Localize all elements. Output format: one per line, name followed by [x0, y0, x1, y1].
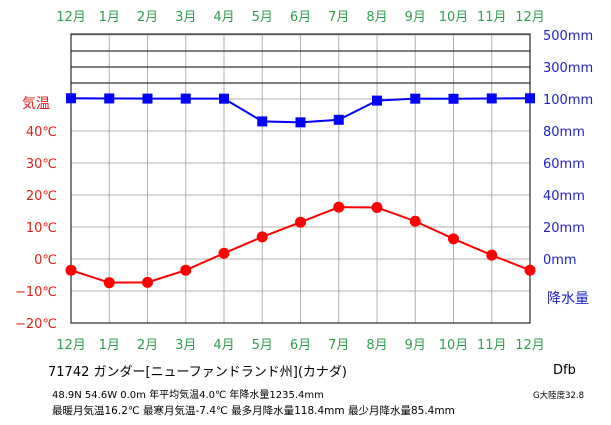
precipitation-point: [180, 93, 191, 104]
precipitation-point: [333, 114, 344, 125]
month-label-bottom: 1月: [99, 338, 120, 353]
data-series: [65, 93, 536, 289]
precipitation-point: [410, 93, 421, 104]
temperature-point: [218, 247, 230, 259]
station-title: 71742 ガンダー[ニューファンドランド州](カナダ): [48, 365, 347, 380]
month-label-bottom: 10月: [439, 338, 469, 353]
month-label-top: 3月: [175, 10, 196, 25]
precipitation-point: [257, 116, 268, 127]
month-label-top: 8月: [366, 10, 387, 25]
temperature-point: [65, 264, 77, 276]
precipitation-axis-title: 降水量: [547, 291, 589, 307]
precipitation-tick-label: 40mm: [543, 189, 585, 204]
temperature-point: [295, 216, 306, 228]
month-label-top: 7月: [328, 10, 349, 25]
precipitation-point: [448, 93, 459, 104]
precipitation-point: [219, 93, 229, 104]
month-label-bottom: 9月: [405, 338, 426, 353]
temperature-point: [448, 233, 459, 245]
continentality-index: G大陸度32.8: [533, 391, 585, 401]
temperature-tick-label: 30℃: [26, 157, 57, 172]
precipitation-tick-label: 500mm: [543, 29, 593, 44]
temperature-point: [486, 249, 498, 261]
precipitation-tick-label: 80mm: [543, 125, 585, 140]
temperature-axis-ticks: 40℃ 30℃ 20℃ 10℃ 0℃ −10℃ −20℃: [15, 125, 57, 332]
climate-classification: Dfb: [553, 363, 576, 378]
precipitation-point: [372, 95, 382, 106]
month-label-bottom: 4月: [213, 338, 234, 353]
temperature-point: [142, 276, 153, 288]
precipitation-point: [104, 93, 115, 104]
month-label-top: 11月: [477, 10, 507, 25]
month-label-bottom: 3月: [175, 338, 196, 353]
precipitation-point: [142, 93, 153, 104]
month-label-bottom: 6月: [290, 338, 311, 353]
station-extremes-summary: 最暖月気温16.2℃ 最寒月気温-7.4℃ 最多月降水量118.4mm 最少月降…: [52, 405, 455, 417]
month-label-top: 6月: [290, 10, 311, 25]
month-label-bottom: 5月: [252, 338, 273, 353]
month-label-top: 12月: [515, 10, 545, 25]
month-label-bottom: 12月: [56, 338, 86, 353]
temperature-tick-label: 0℃: [34, 253, 57, 268]
precipitation-tick-label: 300mm: [543, 61, 593, 76]
temperature-point: [371, 201, 383, 213]
precipitation-point: [66, 93, 76, 104]
temperature-point: [333, 201, 345, 213]
precipitation-axis-ticks: 500mm 300mm 100mm 80mm 60mm 40mm 20mm 0mm: [543, 29, 593, 268]
precipitation-tick-label: 60mm: [543, 157, 585, 172]
month-label-top: 9月: [405, 10, 426, 25]
grid-lines: [70, 34, 531, 324]
month-label-top: 5月: [252, 10, 273, 25]
precipitation-tick-label: 100mm: [543, 93, 593, 108]
plot-frame: [70, 33, 531, 324]
month-label-bottom: 11月: [477, 338, 507, 353]
month-label-top: 10月: [439, 10, 469, 25]
month-label-top: 12月: [56, 10, 86, 25]
month-labels-top: 12月 1月 2月 3月 4月 5月 6月 7月 8月 9月 10月 11月 12月: [56, 10, 545, 25]
precipitation-tick-label: 20mm: [543, 221, 585, 236]
temperature-tick-label: 10℃: [26, 221, 57, 236]
temperature-tick-label: 40℃: [26, 125, 57, 140]
precipitation-point: [295, 117, 306, 128]
temperature-axis-title: 気温: [22, 96, 50, 112]
month-label-top: 1月: [99, 10, 120, 25]
temperature-tick-label: −10℃: [15, 285, 57, 300]
month-label-bottom: 12月: [515, 338, 545, 353]
precipitation-point: [525, 93, 535, 104]
precipitation-tick-label: 0mm: [543, 253, 577, 268]
month-labels-bottom: 12月 1月 2月 3月 4月 5月 6月 7月 8月 9月 10月 11月 12月: [56, 338, 545, 353]
temperature-point: [103, 277, 115, 289]
month-label-bottom: 7月: [328, 338, 349, 353]
temperature-tick-label: −20℃: [15, 317, 57, 332]
station-coords-summary: 48.9N 54.6W 0.0m 年平均気温4.0℃ 年降水量1235.4mm: [52, 390, 324, 401]
month-label-top: 2月: [137, 10, 158, 25]
temperature-tick-label: 20℃: [26, 189, 57, 204]
temperature-point: [180, 264, 192, 276]
month-label-bottom: 2月: [137, 338, 158, 353]
temperature-point: [256, 231, 268, 243]
temperature-point: [524, 264, 536, 276]
month-label-top: 4月: [213, 10, 234, 25]
month-label-bottom: 8月: [366, 338, 387, 353]
temperature-point: [409, 215, 421, 227]
precipitation-point: [486, 93, 497, 104]
plot-border: [70, 33, 531, 324]
